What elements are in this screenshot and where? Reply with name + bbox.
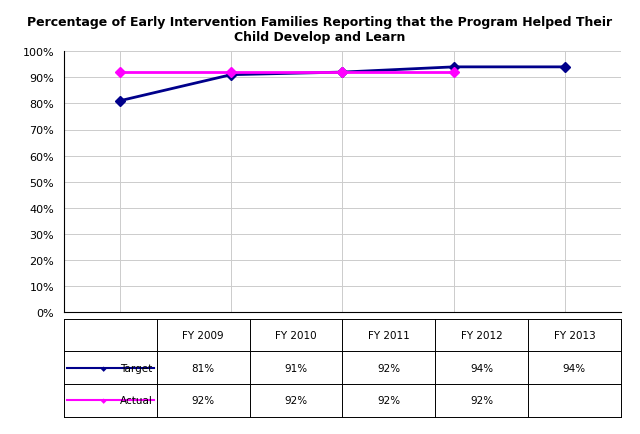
Text: 92%: 92%	[470, 395, 493, 405]
Text: Percentage of Early Intervention Families Reporting that the Program Helped Thei: Percentage of Early Intervention Familie…	[28, 16, 612, 44]
Text: FY 2013: FY 2013	[554, 330, 595, 340]
Actual	[116, 70, 124, 76]
Target	[116, 99, 124, 104]
Target	[227, 73, 235, 78]
Text: 92%: 92%	[377, 395, 401, 405]
Text: ◆: ◆	[101, 398, 107, 403]
Line: Target: Target	[116, 64, 568, 105]
Text: 81%: 81%	[191, 363, 215, 373]
Text: 92%: 92%	[377, 363, 401, 373]
Text: 92%: 92%	[191, 395, 215, 405]
Text: FY 2012: FY 2012	[461, 330, 502, 340]
Line: Actual: Actual	[116, 69, 457, 76]
Actual	[450, 70, 458, 76]
Text: Actual: Actual	[120, 395, 153, 405]
Text: FY 2010: FY 2010	[275, 330, 317, 340]
Target	[450, 65, 458, 70]
Actual	[339, 70, 346, 76]
Target	[561, 65, 569, 70]
Text: FY 2011: FY 2011	[368, 330, 410, 340]
Target	[339, 70, 346, 76]
Text: FY 2009: FY 2009	[182, 330, 224, 340]
Actual	[227, 70, 235, 76]
Text: 94%: 94%	[470, 363, 493, 373]
Text: ◆: ◆	[101, 365, 107, 371]
Text: 91%: 91%	[284, 363, 308, 373]
Text: 94%: 94%	[563, 363, 586, 373]
Text: Target: Target	[120, 363, 152, 373]
Text: 92%: 92%	[284, 395, 308, 405]
